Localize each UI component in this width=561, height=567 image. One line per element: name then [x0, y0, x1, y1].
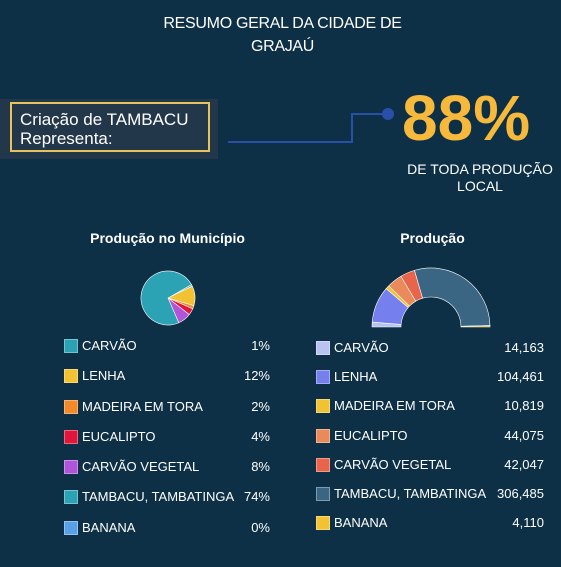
legend-value: 0% [251, 519, 270, 535]
legend-value: 14,163 [504, 340, 544, 355]
legend-swatch [316, 516, 330, 531]
pie-chart-title: Produção no Município [90, 230, 245, 246]
connector-dot [382, 108, 394, 120]
legend-swatch [316, 457, 330, 472]
legend-item: LENHA 104,461 [316, 369, 544, 398]
legend-swatch [316, 428, 330, 443]
callout-line-1: Criação de TAMBACU [20, 110, 189, 129]
legend-label: BANANA [82, 519, 136, 535]
legend-value: 2% [251, 398, 270, 414]
legend-item: LENHA 12% [64, 368, 270, 398]
donut-segment [460, 325, 491, 328]
legend-swatch [64, 520, 78, 535]
legend-value: 44,075 [504, 427, 544, 443]
legend-label: MADEIRA EM TORA [82, 398, 203, 414]
pie-chart [140, 270, 196, 326]
legend-swatch [64, 429, 78, 444]
legend-item: MADEIRA EM TORA 2% [64, 399, 270, 429]
pie-legend: CARVÃO 1% LENHA 12% MADEIRA EM TORA 2% EUCALIP… [64, 338, 270, 550]
legend-item: CARVÃO VEGETAL 8% [64, 459, 270, 489]
legend-label: LENHA [334, 369, 378, 385]
page-title: RESUMO GERAL DA CIDADE DE GRAJAÚ [163, 15, 402, 55]
legend-swatch [64, 490, 78, 505]
legend-swatch [316, 399, 330, 414]
callout-box: Criação de TAMBACU Representa: [0, 99, 218, 159]
legend-value: 42,047 [504, 456, 544, 472]
pie-slice [140, 270, 192, 326]
donut-segment [414, 267, 491, 327]
legend-item: BANANA 4,110 [316, 515, 544, 544]
legend-swatch [64, 339, 78, 353]
legend-item: TAMBACU, TAMBATINGA 74% [64, 489, 270, 519]
legend-label: CARVÃO [82, 338, 137, 353]
highlight-percent: 88% [402, 82, 531, 154]
donut-chart-title: Produção [400, 230, 465, 246]
legend-value: 4,110 [512, 515, 544, 531]
legend-swatch [64, 399, 78, 414]
callout-line-2: Representa: [20, 129, 113, 148]
legend-item: EUCALIPTO 44,075 [316, 428, 544, 457]
legend-swatch [316, 341, 330, 355]
legend-label: CARVÃO [334, 340, 389, 355]
legend-label: BANANA [334, 515, 388, 531]
legend-item: CARVÃO VEGETAL 42,047 [316, 457, 544, 486]
legend-item: TAMBACU, TAMBATINGA 306,485 [316, 486, 544, 515]
legend-swatch [64, 369, 78, 384]
legend-value: 1% [251, 338, 270, 353]
legend-swatch [316, 486, 330, 501]
callout-frame: Criação de TAMBACU Representa: [10, 102, 210, 152]
legend-label: LENHA [82, 368, 126, 384]
legend-item: CARVÃO 1% [64, 338, 270, 368]
half-donut-chart [371, 267, 491, 328]
legend-value: 306,485 [497, 485, 544, 501]
legend-label: MADEIRA EM TORA [334, 398, 455, 414]
callout-connector [228, 108, 394, 143]
legend-value: 8% [251, 459, 270, 475]
legend-value: 4% [251, 428, 270, 444]
legend-item: EUCALIPTO 4% [64, 429, 270, 459]
donut-legend: CARVÃO 14,163 LENHA 104,461 MADEIRA EM TORA 1… [316, 340, 544, 544]
legend-item: MADEIRA EM TORA 10,819 [316, 398, 544, 427]
legend-swatch [64, 460, 78, 475]
legend-item: BANANA 0% [64, 520, 270, 550]
legend-swatch [316, 370, 330, 385]
legend-value: 10,819 [504, 398, 544, 414]
connector-line [228, 113, 388, 143]
legend-label: EUCALIPTO [82, 428, 156, 444]
legend-label: CARVÃO VEGETAL [334, 456, 452, 472]
legend-label: CARVÃO VEGETAL [82, 459, 200, 475]
legend-value: 12% [243, 368, 270, 384]
legend-label: TAMBACU, TAMBATINGA [334, 485, 487, 501]
legend-value: 104,461 [497, 369, 544, 385]
legend-value: 74% [243, 489, 270, 505]
legend-label: EUCALIPTO [334, 427, 408, 443]
highlight-caption: DE TODA PRODUÇÃO LOCAL [407, 161, 553, 194]
legend-label: TAMBACU, TAMBATINGA [82, 489, 235, 505]
legend-item: CARVÃO 14,163 [316, 340, 544, 369]
